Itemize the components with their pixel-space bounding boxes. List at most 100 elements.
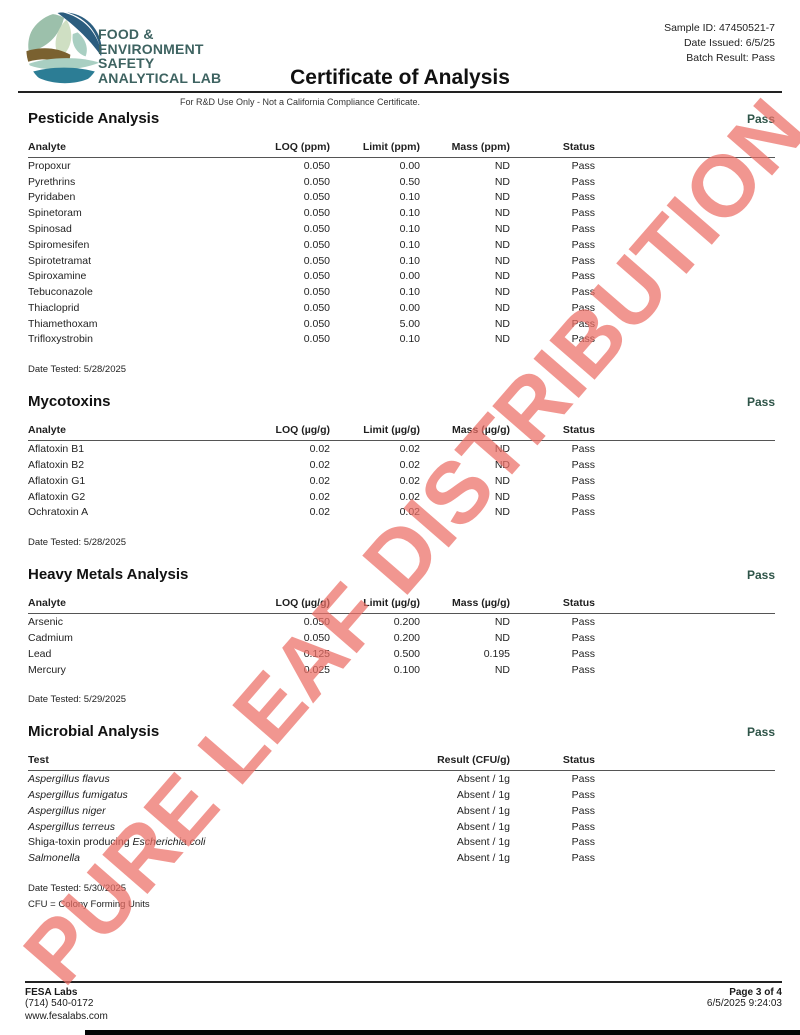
table-row: Trifloxystrobin 0.050 0.10 ND Pass [28, 332, 775, 348]
table-cell-filler [595, 284, 775, 300]
table-row: Pyrethrins 0.050 0.50 ND Pass [28, 174, 775, 190]
organism-name: Aspergillus fumigatus [28, 789, 128, 802]
date-tested: Date Tested: 5/28/2025 [28, 537, 127, 549]
table-cell: ND [494, 238, 510, 251]
column-header-filler [595, 139, 775, 158]
table-cell: 0.050 [303, 286, 330, 299]
table-cell: 0.02 [399, 506, 420, 519]
table-cell: 0.10 [399, 238, 420, 251]
table-row: Aspergillus flavus Absent / 1g Pass [28, 771, 775, 787]
table-cell-filler [595, 174, 775, 190]
table-cell: 0.050 [303, 159, 330, 172]
table-cell: ND [494, 191, 510, 204]
section-heavy-metals-analysis: Heavy Metals Analysis Pass Analyte LOQ (µg/… [28, 566, 775, 705]
table-cell: ND [494, 223, 510, 236]
column-header: Analyte [28, 139, 240, 158]
table-cell: Pass [571, 238, 595, 251]
organism-name: Escherichia coli [132, 836, 206, 849]
column-header: Limit (ppm) [330, 139, 420, 158]
table-cell: ND [494, 207, 510, 220]
footer-phone: (714) 540-0172 [25, 998, 94, 1009]
table-cell: 0.00 [399, 270, 420, 283]
table-cell: Aspergillus flavus [28, 771, 360, 787]
column-header: Status [510, 422, 595, 442]
section-status-badge: Pass [746, 395, 775, 410]
column-header: Status [510, 752, 595, 772]
table-cell-filler [595, 850, 775, 866]
header-divider [18, 91, 782, 93]
table-cell: ND [494, 616, 510, 629]
table-cell: Pass [571, 663, 595, 676]
table-cell: Pass [571, 616, 595, 629]
table-cell: Pass [571, 474, 595, 487]
table-cell-filler [595, 646, 775, 662]
table-cell: Aspergillus niger [28, 803, 360, 819]
table-cell: Spiromesifen [28, 238, 90, 251]
section-status-badge: Pass [746, 112, 775, 126]
table-cell: ND [494, 474, 510, 487]
footer-datetime: 6/5/2025 9:24:03 [706, 998, 782, 1009]
footer-page-info: Page 3 of 4 6/5/2025 9:24:03 [707, 987, 782, 1023]
table-cell: Spiroxamine [28, 270, 87, 283]
section-status-badge: Pass [746, 568, 775, 583]
table-cell-filler [595, 787, 775, 803]
table-cell: Trifloxystrobin [28, 333, 93, 346]
table-cell: Pyridaben [28, 191, 76, 204]
section-microbial-analysis: Microbial Analysis Pass Test Result (CFU/g)… [28, 723, 775, 910]
section-mycotoxins: Mycotoxins Pass Analyte LOQ (µg/g) Limit (µg… [28, 393, 775, 548]
sample-id: Sample ID: 47450521-7 [664, 22, 775, 34]
table-cell: ND [494, 270, 510, 283]
table-cell-filler [595, 803, 775, 819]
table-row: Cadmium 0.050 0.200 ND Pass [28, 630, 775, 646]
column-header: Test [28, 752, 360, 772]
table-cell: 0.00 [399, 301, 420, 314]
date-tested: Date Tested: 5/30/2025 [28, 883, 127, 895]
analysis-table: Analyte LOQ (ppm) Limit (ppm) Mass (ppm) Sta… [28, 139, 775, 347]
table-row: Arsenic 0.050 0.200 ND Pass [28, 614, 775, 630]
table-cell: ND [494, 506, 510, 519]
table-cell-filler [595, 505, 775, 521]
page-title: Certificate of Analysis [290, 66, 510, 89]
table-cell: Pass [571, 270, 595, 283]
table-cell: Pass [571, 254, 595, 267]
table-cell: Pass [571, 852, 595, 865]
table-cell: 0.10 [399, 254, 420, 267]
table-cell: Propoxur [28, 159, 71, 172]
analysis-table: Test Result (CFU/g) Status Aspergillus flav… [28, 752, 775, 866]
table-cell: 0.050 [303, 631, 330, 644]
lab-name-line: ANALYTICAL LAB [98, 69, 222, 86]
table-row: Shiga-toxin producing Escherichia coli Ab… [28, 835, 775, 851]
table-cell: Shiga-toxin producing Escherichia coli [28, 835, 360, 851]
table-cell: Pyrethrins [28, 175, 76, 188]
table-cell: Pass [571, 317, 595, 330]
column-header: LOQ (µg/g) [240, 422, 330, 442]
table-row: Thiamethoxam 0.050 5.00 ND Pass [28, 316, 775, 332]
table-cell: 0.00 [399, 159, 420, 172]
table-cell: Aflatoxin B1 [28, 443, 85, 456]
table-cell: Pass [571, 836, 595, 849]
column-header: Mass (µg/g) [420, 595, 510, 615]
table-cell: 0.02 [399, 474, 420, 487]
table-cell: 0.10 [399, 223, 420, 236]
table-cell: 0.050 [303, 191, 330, 204]
table-cell: 0.050 [303, 616, 330, 629]
table-cell: Pass [571, 286, 595, 299]
column-header: Result (CFU/g) [360, 752, 510, 772]
section-title: Pesticide Analysis [28, 110, 160, 127]
page-number: Page 3 of 4 [729, 987, 782, 998]
table-cell: Aflatoxin G1 [28, 474, 86, 487]
table-cell: Absent / 1g [456, 820, 510, 833]
table-row: Propoxur 0.050 0.00 ND Pass [28, 158, 775, 174]
column-header-filler [595, 595, 775, 615]
table-cell-filler [595, 221, 775, 237]
table-cell: Pass [571, 175, 595, 188]
table-cell-filler [595, 614, 775, 630]
table-cell: Absent / 1g [456, 789, 510, 802]
table-cell: 0.02 [309, 490, 330, 503]
table-cell: Spirotetramat [28, 254, 92, 267]
disclaimer-text: For R&D Use Only - Not a California Comp… [179, 97, 421, 107]
batch-result: Batch Result: Pass [686, 52, 775, 64]
table-cell: Pass [571, 647, 595, 660]
table-cell-filler [595, 819, 775, 835]
table-cell: ND [494, 175, 510, 188]
